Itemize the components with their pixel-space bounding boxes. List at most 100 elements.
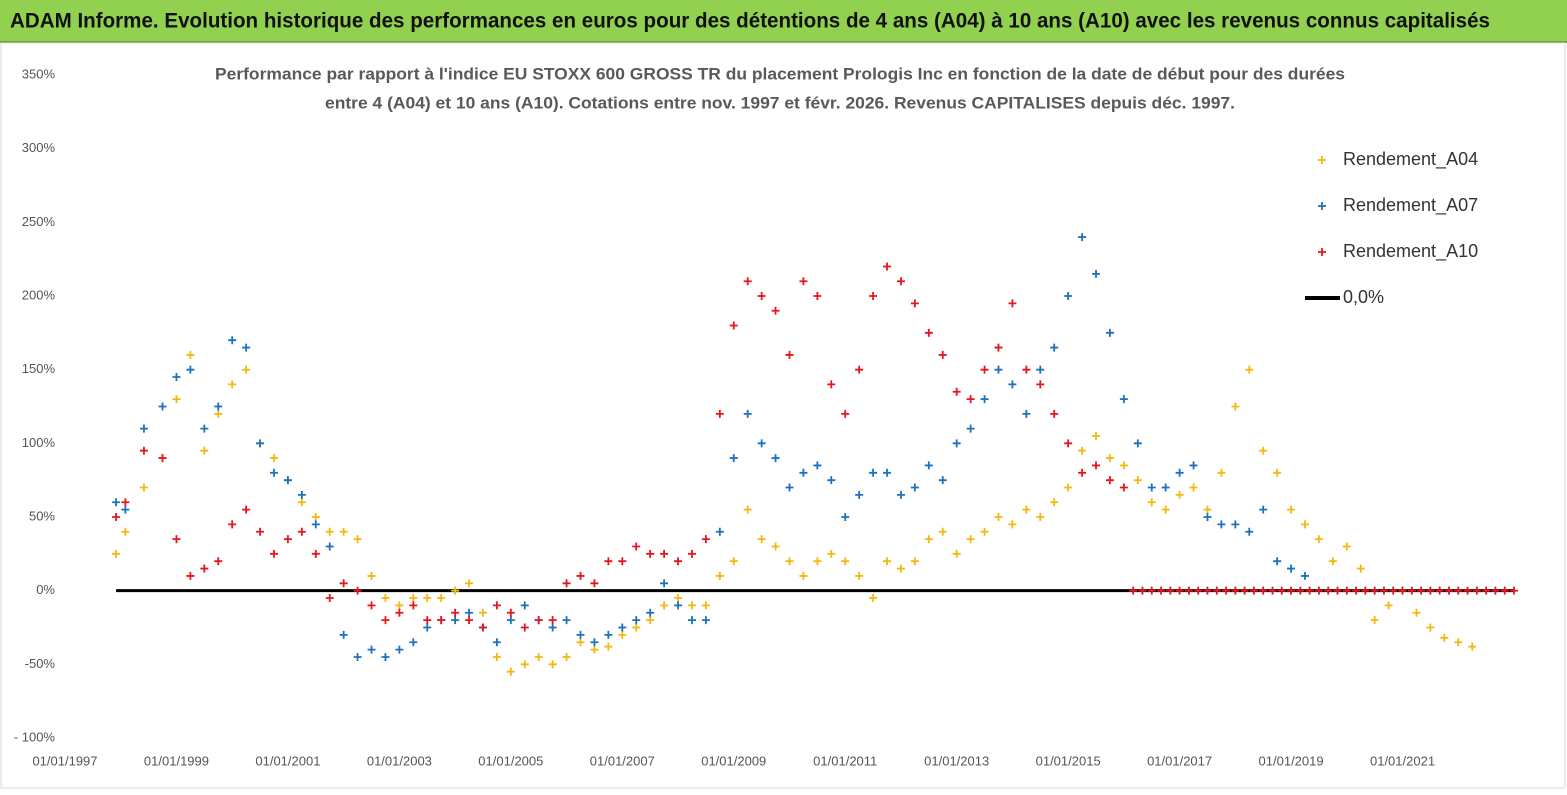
point	[966, 424, 975, 433]
point	[827, 380, 836, 389]
point	[604, 557, 613, 566]
point	[1036, 513, 1045, 521]
point	[1022, 409, 1031, 418]
point	[1161, 483, 1170, 492]
point	[771, 306, 780, 315]
point	[381, 616, 390, 625]
point	[785, 557, 794, 566]
point	[952, 549, 961, 558]
point	[687, 549, 696, 558]
point	[1273, 557, 1282, 566]
x-tick-label: 01/01/2017	[1147, 753, 1212, 768]
point	[367, 601, 376, 610]
legend-box	[1290, 135, 1500, 320]
y-tick-label: 250%	[22, 214, 56, 229]
point	[506, 608, 515, 617]
point	[1189, 483, 1198, 492]
point	[1203, 513, 1212, 521]
point	[924, 535, 933, 544]
point	[1314, 586, 1323, 595]
point	[813, 557, 822, 566]
y-tick-label: 200%	[22, 287, 56, 302]
point	[966, 535, 975, 544]
point	[1444, 586, 1453, 595]
point	[1328, 557, 1337, 566]
x-tick-label: 01/01/2005	[478, 753, 543, 768]
point	[618, 630, 627, 639]
point	[771, 454, 780, 463]
point	[339, 630, 348, 639]
point	[841, 513, 850, 521]
point	[367, 645, 376, 654]
point	[1407, 586, 1416, 595]
point	[1231, 520, 1240, 529]
point	[381, 652, 390, 661]
point	[242, 343, 251, 352]
point	[437, 594, 446, 603]
point	[883, 557, 892, 566]
point	[1050, 498, 1059, 507]
point	[869, 468, 878, 477]
point	[1333, 586, 1342, 595]
point	[269, 549, 278, 558]
y-tick-label: - 100%	[14, 729, 56, 744]
point	[451, 616, 460, 625]
x-tick-label: 01/01/1999	[144, 753, 209, 768]
point	[1147, 498, 1156, 507]
x-tick-label: 01/01/2009	[701, 753, 766, 768]
x-tick-label: 01/01/1997	[32, 753, 97, 768]
point	[1050, 409, 1059, 418]
point	[813, 461, 822, 470]
point	[1287, 505, 1296, 514]
point	[1022, 505, 1031, 514]
point	[785, 483, 794, 492]
point	[1240, 586, 1249, 595]
y-tick-label: 100%	[22, 435, 56, 450]
point	[576, 638, 585, 647]
point	[1389, 586, 1398, 595]
point	[311, 513, 320, 521]
point	[1440, 633, 1449, 642]
point	[311, 520, 320, 529]
point	[465, 616, 474, 625]
point	[1217, 520, 1226, 529]
point	[409, 638, 418, 647]
point	[590, 579, 599, 588]
point	[1203, 505, 1212, 514]
x-tick-label: 01/01/2021	[1370, 753, 1435, 768]
point	[1426, 623, 1435, 632]
point	[409, 601, 418, 610]
point	[1370, 586, 1379, 595]
point	[1273, 468, 1282, 477]
point	[269, 468, 278, 477]
point	[1022, 365, 1031, 374]
point	[1287, 586, 1296, 595]
point	[701, 535, 710, 544]
point	[1342, 586, 1351, 595]
point	[896, 490, 905, 499]
point	[395, 645, 404, 654]
point	[1259, 446, 1268, 455]
x-tick-label: 01/01/2007	[590, 753, 655, 768]
point	[1472, 586, 1481, 595]
x-tick-label: 01/01/2013	[924, 753, 989, 768]
x-tick-label: 01/01/2015	[1036, 753, 1101, 768]
legend-label: 0,0%	[1343, 287, 1384, 307]
y-tick-label: 300%	[22, 140, 56, 155]
point	[139, 424, 148, 433]
chart-subtitle: Performance par rapport à l'indice EU ST…	[215, 64, 1345, 83]
point	[492, 638, 501, 647]
point	[353, 535, 362, 544]
point	[994, 343, 1003, 352]
legend-swatch	[1318, 156, 1326, 164]
point	[687, 601, 696, 610]
point	[1147, 483, 1156, 492]
legend-label: Rendement_A04	[1343, 149, 1478, 170]
point	[465, 608, 474, 617]
point	[1161, 505, 1170, 514]
point	[172, 535, 181, 544]
point	[799, 468, 808, 477]
point	[1147, 586, 1156, 595]
point	[1482, 586, 1491, 595]
